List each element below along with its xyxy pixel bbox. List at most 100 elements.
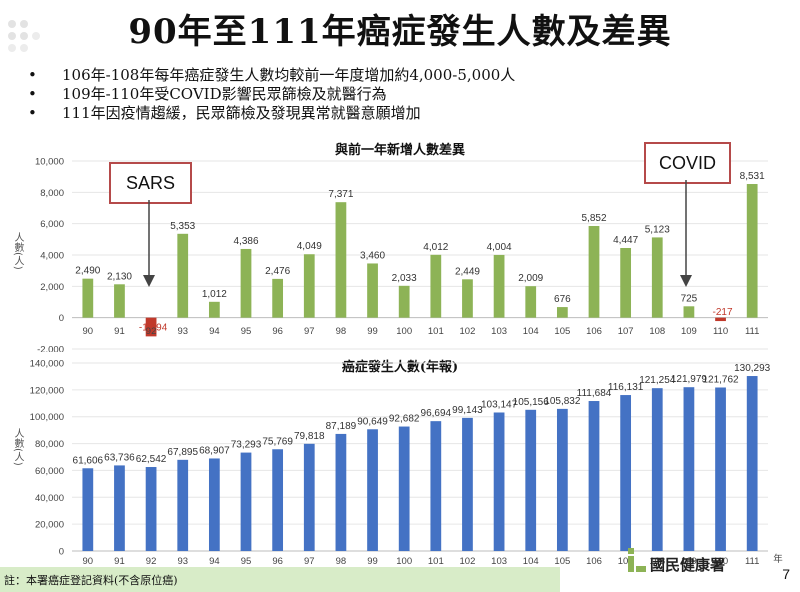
bar	[177, 233, 189, 318]
data-label: 2,449	[455, 266, 480, 277]
decorative-dots-icon	[8, 20, 40, 52]
data-label: 2,490	[75, 266, 100, 277]
bar	[208, 301, 220, 318]
bar	[746, 184, 758, 318]
bar	[367, 429, 378, 551]
x-tick-label: 95	[241, 556, 252, 567]
data-label: 5,123	[645, 224, 670, 235]
bar	[272, 278, 284, 318]
x-tick-label: 108	[649, 556, 665, 567]
bar	[303, 254, 315, 318]
bar	[430, 254, 442, 318]
bullet-item: • 109年-110年受COVID影響民眾篩檢及就醫行為	[28, 85, 515, 104]
x-tick-label: 106	[586, 556, 602, 567]
bar	[398, 285, 410, 318]
data-label: 103,147	[481, 399, 518, 410]
bar	[620, 395, 632, 551]
bar	[462, 279, 473, 318]
bullet-text: 109年-110年受COVID影響民眾篩檢及就醫行為	[62, 85, 387, 103]
bullet-icon: •	[28, 104, 37, 122]
x-tick-label: 90	[83, 326, 94, 337]
x-tick-label: 96	[272, 326, 283, 337]
y-tick-label: 2,000	[40, 282, 64, 293]
data-label: 2,033	[392, 273, 417, 284]
bar	[525, 286, 537, 318]
data-label: 92,682	[389, 414, 420, 425]
bar	[208, 458, 220, 551]
data-label: 111,684	[577, 388, 612, 399]
y-tick-label: 120,000	[30, 385, 64, 396]
bar	[462, 417, 473, 551]
bar	[556, 307, 568, 318]
data-label: 4,004	[487, 242, 512, 253]
y-tick-label: 0	[59, 547, 64, 558]
x-tick-label: 104	[523, 326, 539, 337]
data-label: 105,832	[544, 396, 581, 407]
chart1-y-axis-label: 人數(人)	[12, 232, 23, 270]
data-label: 2,130	[107, 271, 132, 282]
x-tick-label: 93	[177, 556, 188, 567]
x-tick-label: 95	[241, 326, 252, 337]
data-label: 725	[681, 293, 698, 304]
footnote: 註：本署癌症登記資料(不含原位癌)	[4, 574, 178, 587]
bar	[493, 254, 505, 318]
x-tick-label: 105	[554, 326, 570, 337]
difference-bar-chart: 10,000 8,000 6,000 4,000 2,000 0 -2,000 2,490 90…	[35, 157, 768, 353]
x-tick-label: 91	[114, 556, 125, 567]
bullet-item: • 106年-108年每年癌症發生人數均較前一年度增加約4,000-5,000人	[28, 66, 515, 85]
y-tick-label: 140,000	[30, 359, 64, 370]
x-tick-label: 97	[304, 326, 315, 337]
data-label: 5,852	[581, 213, 606, 224]
x-tick-label: 107	[618, 326, 634, 337]
data-label: 87,189	[326, 421, 357, 432]
x-tick-label: 109	[681, 556, 697, 567]
data-label: -217	[713, 307, 733, 318]
y-tick-label: 10,000	[35, 157, 64, 168]
y-tick-label: 8,000	[40, 188, 64, 199]
bullet-icon: •	[28, 66, 37, 84]
bullet-icon: •	[28, 85, 37, 103]
x-tick-label: 98	[336, 556, 347, 567]
incidence-bar-chart: 140,000 120,000 100,000 80,000 60,000 40,000 2…	[30, 359, 784, 568]
data-label: 61,606	[73, 455, 104, 466]
y-tick-label: 4,000	[40, 251, 64, 262]
bar	[145, 467, 157, 551]
x-tick-label: 111	[745, 326, 759, 337]
data-label: 2,476	[265, 266, 290, 277]
data-label: 4,049	[297, 241, 322, 252]
y-tick-label: 6,000	[40, 219, 64, 230]
x-tick-label: 99	[367, 326, 378, 337]
x-tick-label: 101	[428, 556, 444, 567]
hpa-logo-icon	[628, 548, 646, 572]
covid-callout: COVID	[644, 142, 731, 184]
x-tick-label: 107	[618, 556, 634, 567]
bar	[335, 202, 347, 318]
bar	[588, 225, 600, 318]
y-tick-label: -2,000	[37, 345, 64, 353]
bullet-item: • 111年因疫情趨緩，民眾篩檢及發現異常就醫意願增加	[28, 104, 515, 123]
x-axis-unit: 年	[773, 553, 783, 565]
data-label: 3,460	[360, 250, 385, 261]
x-tick-label: 111	[745, 556, 759, 567]
data-label: 8,531	[740, 171, 765, 182]
x-tick-label: 100	[396, 326, 412, 337]
sars-callout: SARS	[109, 162, 192, 204]
bar	[114, 284, 125, 318]
bar	[367, 263, 378, 318]
data-label: 99,143	[452, 405, 483, 416]
data-label: 68,907	[199, 445, 230, 456]
bar	[746, 376, 758, 551]
data-label: 121,762	[702, 374, 739, 385]
x-tick-label: 99	[367, 556, 378, 567]
bar	[430, 421, 442, 551]
bar	[651, 237, 663, 318]
data-label: 5,353	[170, 221, 195, 232]
x-tick-label: 105	[554, 556, 570, 567]
x-tick-label: 110	[713, 556, 728, 567]
data-label: 90,649	[357, 416, 388, 427]
footer-band	[0, 567, 560, 592]
x-tick-label: 97	[304, 556, 315, 567]
x-tick-label: 98	[336, 326, 347, 337]
bullet-text: 111年因疫情趨緩，民眾篩檢及發現異常就醫意願增加	[62, 104, 421, 122]
data-label: 676	[554, 294, 571, 305]
